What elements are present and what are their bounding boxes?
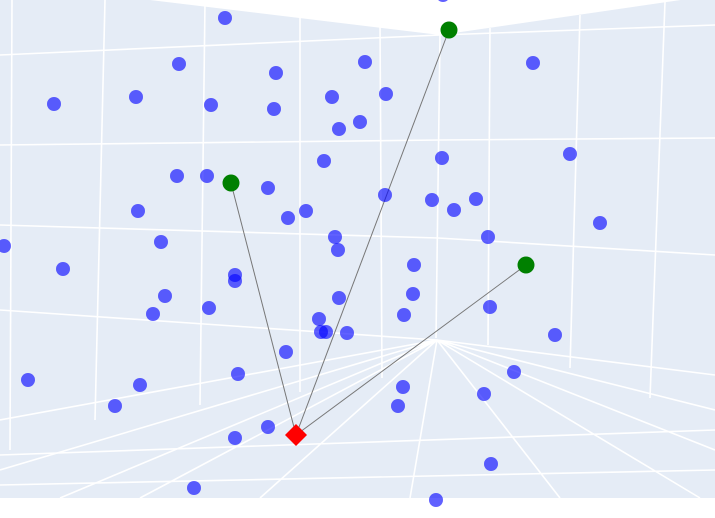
grid-line — [436, 339, 715, 411]
scene-background — [0, 0, 715, 498]
data-point[interactable] — [425, 193, 439, 207]
connector-line — [295, 264, 527, 436]
grid-line — [0, 469, 715, 486]
data-point[interactable] — [133, 378, 147, 392]
data-point[interactable] — [396, 380, 410, 394]
data-point[interactable] — [477, 387, 491, 401]
data-point[interactable] — [261, 181, 275, 195]
data-point[interactable] — [447, 203, 461, 217]
data-point[interactable] — [218, 11, 232, 25]
selected-data-point[interactable] — [222, 174, 240, 192]
grid-line — [0, 429, 715, 456]
data-point[interactable] — [0, 239, 11, 253]
data-point[interactable] — [158, 289, 172, 303]
data-point[interactable] — [358, 55, 372, 69]
data-point[interactable] — [397, 308, 411, 322]
data-point[interactable] — [129, 90, 143, 104]
data-point[interactable] — [378, 188, 392, 202]
data-point[interactable] — [108, 399, 122, 413]
data-point[interactable] — [47, 97, 61, 111]
grid-line — [139, 339, 438, 499]
data-point[interactable] — [281, 211, 295, 225]
grid-line — [436, 339, 561, 499]
data-point[interactable] — [379, 87, 393, 101]
connector-lines — [230, 29, 527, 436]
data-point[interactable] — [202, 301, 216, 315]
plot-scene[interactable] — [0, 0, 715, 498]
data-point[interactable] — [406, 287, 420, 301]
grid-line — [0, 224, 439, 239]
data-point[interactable] — [563, 147, 577, 161]
grid-line — [94, 0, 106, 421]
data-point[interactable] — [131, 204, 145, 218]
data-points — [0, 0, 607, 507]
data-point[interactable] — [435, 151, 449, 165]
data-point[interactable] — [332, 291, 346, 305]
data-point[interactable] — [172, 57, 186, 71]
data-point[interactable] — [317, 154, 331, 168]
query-point-diamond[interactable] — [285, 424, 307, 446]
selected-data-point[interactable] — [440, 21, 458, 39]
grid-line — [0, 34, 441, 56]
selected-data-point[interactable] — [517, 256, 535, 274]
grid-line — [0, 339, 438, 421]
data-point[interactable] — [204, 98, 218, 112]
data-point[interactable] — [407, 258, 421, 272]
data-point[interactable] — [231, 367, 245, 381]
grid-line — [259, 339, 438, 499]
data-point[interactable] — [228, 431, 242, 445]
data-point[interactable] — [261, 420, 275, 434]
data-point[interactable] — [507, 365, 521, 379]
data-point[interactable] — [353, 115, 367, 129]
data-point[interactable] — [548, 328, 562, 342]
data-point[interactable] — [483, 300, 497, 314]
connector-line — [295, 29, 450, 436]
data-point[interactable] — [200, 169, 214, 183]
data-point[interactable] — [170, 169, 184, 183]
grid-line — [439, 24, 715, 36]
grid-line — [0, 339, 438, 471]
grid-line — [436, 339, 715, 376]
data-point[interactable] — [269, 66, 283, 80]
data-point[interactable] — [228, 274, 242, 288]
data-point[interactable] — [484, 457, 498, 471]
data-point[interactable] — [325, 90, 339, 104]
data-point[interactable] — [312, 312, 326, 326]
grid-line — [569, 14, 581, 369]
data-point[interactable] — [481, 230, 495, 244]
data-point[interactable] — [328, 230, 342, 244]
data-point[interactable] — [429, 493, 443, 507]
data-point[interactable] — [146, 307, 160, 321]
data-point[interactable] — [340, 326, 354, 340]
connector-line — [230, 182, 297, 436]
grid-line — [0, 309, 438, 341]
grid-line — [435, 34, 441, 339]
grid-line — [59, 339, 438, 499]
data-point[interactable] — [593, 216, 607, 230]
data-point[interactable] — [279, 345, 293, 359]
grid-line — [199, 1, 206, 406]
data-point[interactable] — [319, 325, 333, 339]
data-point[interactable] — [469, 192, 483, 206]
data-point[interactable] — [267, 102, 281, 116]
grid-line — [439, 137, 715, 141]
grid-line — [0, 139, 441, 146]
data-point[interactable] — [56, 262, 70, 276]
data-point[interactable] — [436, 0, 450, 2]
data-point[interactable] — [299, 204, 313, 218]
data-point[interactable] — [391, 399, 405, 413]
grid-line — [649, 1, 666, 399]
data-point[interactable] — [332, 122, 346, 136]
data-point[interactable] — [331, 243, 345, 257]
data-point[interactable] — [526, 56, 540, 70]
grid-line — [487, 27, 491, 346]
grid-lines — [0, 0, 715, 498]
data-point[interactable] — [154, 235, 168, 249]
data-point[interactable] — [187, 481, 201, 495]
data-point[interactable] — [21, 373, 35, 387]
grid-line — [409, 339, 438, 499]
